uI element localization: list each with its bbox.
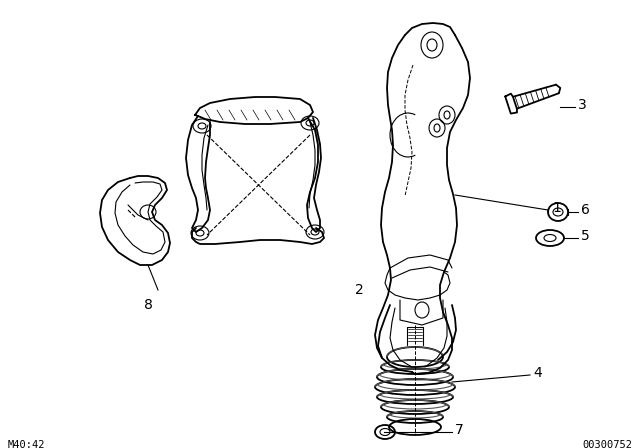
- Text: 00300752: 00300752: [582, 440, 632, 448]
- Text: 1: 1: [552, 201, 561, 215]
- Text: 8: 8: [143, 298, 152, 312]
- Text: 2: 2: [355, 283, 364, 297]
- Text: 3: 3: [578, 98, 587, 112]
- Text: 5: 5: [581, 229, 589, 243]
- Text: M40:42: M40:42: [8, 440, 45, 448]
- Text: 6: 6: [581, 203, 590, 217]
- Text: 7: 7: [455, 423, 464, 437]
- Text: 4: 4: [533, 366, 541, 380]
